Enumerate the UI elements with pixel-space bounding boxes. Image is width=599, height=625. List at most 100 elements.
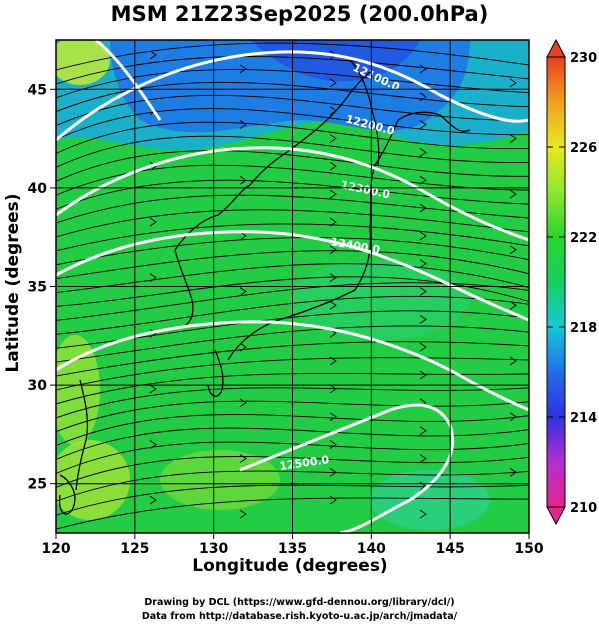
streamline xyxy=(56,263,529,294)
streamline xyxy=(56,400,529,433)
streamline-arrow xyxy=(149,328,157,338)
streamline xyxy=(56,427,529,460)
streamline-arrow xyxy=(509,134,517,143)
streamline-arrow xyxy=(149,495,157,505)
streamline-arrow xyxy=(419,92,427,102)
coast-sakhalin xyxy=(349,59,380,166)
streamline xyxy=(56,497,529,530)
x-tick-label: 150 xyxy=(514,541,543,557)
streamline-arrow xyxy=(329,78,337,88)
colorbar-tick-label: 222 xyxy=(570,231,597,246)
streamline-arrow xyxy=(149,384,157,394)
streamline xyxy=(56,325,529,363)
streamline-arrow xyxy=(329,495,337,505)
coast-asia-mainland xyxy=(174,69,373,251)
streamline-arrow xyxy=(509,189,517,199)
lat-lon-grid xyxy=(50,40,530,539)
colorbar-min-arrow xyxy=(546,506,566,526)
streamline-arrow xyxy=(509,78,517,88)
x-tick-label: 145 xyxy=(436,541,465,557)
field-teal-se xyxy=(370,470,490,530)
streamline-arrow xyxy=(419,203,427,213)
streamline xyxy=(56,69,529,99)
contour-12100 xyxy=(56,50,529,142)
colorbar-ticks: 230 226 222 218 214 210 xyxy=(547,51,597,516)
streamline xyxy=(56,341,529,377)
y-tick-label: 25 xyxy=(28,477,47,493)
streamline xyxy=(56,56,529,85)
streamline xyxy=(56,121,529,154)
streamline-arrow xyxy=(329,440,337,449)
streamline xyxy=(56,237,529,266)
colorbar-tick-label: 226 xyxy=(570,141,597,156)
contour-12600-nw xyxy=(95,40,162,121)
streamline-arrow xyxy=(419,148,427,157)
streamline-arrow xyxy=(239,454,247,463)
streamline xyxy=(56,456,529,488)
streamline-arrow xyxy=(329,245,337,255)
streamline-arrow xyxy=(329,273,337,282)
streamline-arrow xyxy=(239,120,247,129)
streamline-arrow xyxy=(419,454,427,463)
streamline xyxy=(56,223,529,252)
coast-hokkaido xyxy=(374,111,471,166)
streamline-arrow xyxy=(419,509,427,519)
colorbar: 230 226 222 218 214 210 xyxy=(546,38,597,526)
streamline xyxy=(56,209,529,238)
streamline-arrow xyxy=(149,217,157,227)
streamline xyxy=(56,276,529,307)
coastlines xyxy=(58,59,471,515)
axis-tick-labels: 120 125 130 135 140 145 150 25 30 35 40 45 xyxy=(28,82,544,557)
streamline-arrow xyxy=(419,342,427,352)
streamline-arrow xyxy=(149,273,157,282)
x-tick-label: 135 xyxy=(278,541,307,557)
streamline xyxy=(56,164,529,196)
x-tick-label: 130 xyxy=(199,541,228,557)
x-axis-label: Longitude (degrees) xyxy=(192,556,388,576)
field-yellow-nw xyxy=(56,40,110,85)
streamline-arrow xyxy=(239,509,247,519)
streamline xyxy=(56,135,529,168)
streamline-arrow xyxy=(509,245,517,255)
streamline xyxy=(56,250,529,280)
y-tick-label: 40 xyxy=(28,181,48,197)
streamline-arrow xyxy=(509,356,517,366)
streamline xyxy=(56,94,529,127)
streamline-arrow xyxy=(419,314,427,324)
contour-12500 xyxy=(239,403,455,533)
streamline xyxy=(56,179,529,210)
streamline xyxy=(56,42,529,71)
credit-data: Data from http://database.rish.kyoto-u.a… xyxy=(141,611,458,622)
streamline xyxy=(56,441,529,474)
streamline xyxy=(56,414,529,447)
streamline xyxy=(56,295,529,335)
contour-12200 xyxy=(56,146,529,242)
streamline-arrow xyxy=(149,50,157,60)
streamline xyxy=(56,357,529,391)
streamline-arrow xyxy=(419,426,427,435)
colorbar-tick-label: 218 xyxy=(570,321,597,336)
plot-frame xyxy=(55,39,530,534)
streamline-arrow xyxy=(419,231,427,241)
streamline-arrow xyxy=(419,287,427,296)
streamline-arrow xyxy=(329,189,337,199)
streamlines xyxy=(56,42,529,530)
streamline-arrow xyxy=(329,134,337,143)
streamline xyxy=(56,387,529,419)
streamline-arrow xyxy=(419,64,427,74)
colorbar-tick-label: 210 xyxy=(570,501,597,516)
streamline xyxy=(56,484,529,516)
credit-drawing: Drawing by DCL (https://www.gfd-dennou.o… xyxy=(144,597,455,608)
y-tick-label: 30 xyxy=(28,378,48,394)
coast-philippines xyxy=(58,474,76,515)
colorbar-body xyxy=(546,56,566,508)
coast-kyushu xyxy=(207,349,224,397)
colorbar-tick-label: 214 xyxy=(570,411,597,426)
streamline-arrow xyxy=(329,161,337,171)
colorbar-max-arrow xyxy=(546,38,566,58)
colorbar-tick-label: 230 xyxy=(570,51,597,66)
x-tick-label: 125 xyxy=(120,541,149,557)
x-tick-label: 120 xyxy=(41,541,70,557)
streamline-arrow xyxy=(329,301,337,310)
